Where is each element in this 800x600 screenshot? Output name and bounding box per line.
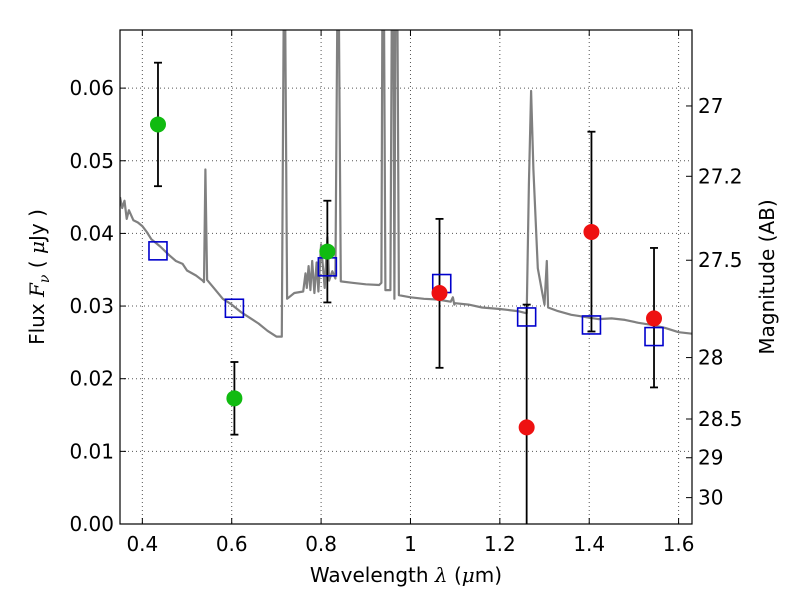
y-tick-label: 0.05: [69, 149, 114, 173]
model-photometry-square: [581, 315, 602, 335]
y-tick-label: 0.02: [69, 367, 114, 391]
model-spectrum-layer: [120, 30, 692, 338]
model-photometry-square: [224, 298, 245, 319]
model-spectrum-line: [120, 30, 692, 338]
y2-tick-label: 27: [698, 94, 723, 118]
green-measurements-point: [319, 243, 336, 260]
x-tick-label: 0.8: [305, 532, 337, 556]
x-axis-label: Wavelength λ (μm): [310, 563, 502, 587]
plot-frame: [119, 29, 693, 525]
x-tick-label: 1.2: [484, 532, 516, 556]
y-tick-label: 0.03: [69, 294, 114, 318]
y2-axis-label: Magnitude (AB): [755, 199, 779, 354]
y2-tick-label: 27.2: [698, 164, 743, 188]
y2-tick-label: 27.5: [698, 248, 743, 272]
ticks: 0.4 0.6 0.8 1 1.2 1.4 1.6 0.00 0.01 0.02 0.03 0.04 0…: [69, 30, 743, 556]
red-measurements-point: [518, 419, 535, 436]
x-tick-label: 1.4: [573, 532, 605, 556]
y2-tick-label: 28: [698, 346, 723, 370]
red-measurements-point: [583, 223, 600, 240]
y-tick-label: 0.06: [69, 76, 114, 100]
y2-tick-label: 29: [698, 446, 723, 470]
x-tick-label: 0.4: [126, 532, 158, 556]
x-tick-label: 0.6: [216, 532, 248, 556]
model-photometry-square: [644, 326, 664, 347]
y2-tick-label: 30: [698, 486, 723, 510]
green-measurements-point: [226, 390, 243, 407]
y-tick-label: 0.04: [69, 221, 114, 245]
x-tick-label: 1.6: [663, 532, 695, 556]
y-axis-label: Flux Fν ( μJy ): [25, 209, 53, 345]
model-photometry-square: [516, 307, 537, 327]
y-tick-label: 0.01: [69, 439, 114, 463]
red-measurements-point: [646, 310, 663, 327]
red-measurements-point: [431, 284, 448, 301]
x-tick-label: 1: [404, 532, 417, 556]
green-measurements-point: [149, 116, 166, 133]
model-photometry-square: [148, 241, 168, 261]
y2-tick-label: 28.5: [698, 407, 743, 431]
data-markers: [148, 116, 664, 436]
y-tick-label: 0.00: [69, 512, 114, 536]
